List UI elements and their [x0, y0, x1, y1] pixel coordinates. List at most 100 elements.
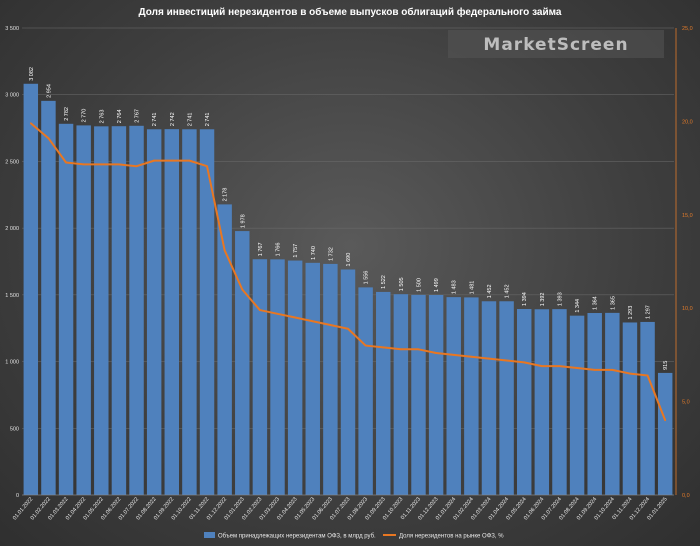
line-point — [664, 419, 667, 422]
bar — [411, 294, 426, 495]
line-point — [646, 374, 649, 377]
bar-value-label: 1 452 — [505, 284, 511, 298]
line-point — [382, 346, 385, 349]
bar — [323, 263, 338, 495]
y-left-tick: 3 000 — [5, 93, 19, 99]
line-point — [329, 324, 332, 326]
bar — [146, 129, 162, 496]
line-point — [576, 367, 578, 369]
bar — [516, 309, 532, 495]
bar — [252, 259, 268, 495]
line-point — [258, 309, 261, 311]
line-point — [470, 355, 473, 358]
y-left-tick: 500 — [10, 426, 19, 432]
bar-value-label: 1 344 — [575, 299, 581, 313]
bar-value-label: 1 392 — [540, 293, 546, 307]
y-left-tick: 2 000 — [5, 226, 19, 232]
bar — [534, 309, 550, 495]
line-point — [523, 361, 526, 364]
bar — [58, 123, 74, 496]
chart-title: Доля инвестиций нерезидентов в объеме вы… — [139, 6, 562, 18]
line-point — [611, 368, 614, 371]
bar-value-label: 1 757 — [293, 244, 299, 258]
bar — [481, 301, 497, 495]
y-left-tick: 1 500 — [5, 293, 19, 299]
line-point — [47, 137, 50, 140]
line-point — [276, 312, 279, 315]
y-right-tick: 25,0 — [682, 26, 693, 32]
y-left-tick: 3 500 — [5, 26, 19, 32]
line-point — [223, 249, 226, 252]
bar-value-label: 1 481 — [469, 281, 475, 295]
bar-value-label: 1 978 — [240, 214, 246, 228]
bar — [376, 291, 391, 495]
bar — [552, 309, 567, 495]
line-point — [540, 365, 543, 368]
line-point — [417, 348, 420, 351]
y-left-tick: 1 000 — [5, 360, 19, 366]
y-right-tick: 15,0 — [682, 213, 693, 219]
bar — [41, 100, 56, 496]
bar-value-label: 2 741 — [187, 113, 193, 127]
bar-value-label: 2 764 — [117, 109, 123, 123]
bar — [305, 262, 320, 495]
y-right-tick: 10,0 — [682, 306, 693, 312]
line-point — [294, 316, 297, 319]
line-point — [399, 348, 402, 351]
bar-value-label: 1 499 — [434, 278, 440, 292]
line-point — [629, 372, 631, 375]
bar-value-label: 1 500 — [416, 278, 422, 292]
line-point — [170, 159, 173, 162]
line-point — [311, 320, 314, 323]
bar-value-label: 915 — [663, 361, 669, 370]
data-labels: 3 082 2 954 2 782 2 770 2 763 2 764 2 767 2 741… — [29, 67, 669, 370]
line-point — [452, 354, 455, 356]
bar — [270, 259, 285, 495]
bar-value-label: 1 767 — [258, 242, 264, 256]
line-point — [206, 165, 208, 168]
bar — [622, 322, 638, 495]
line-point — [593, 368, 596, 371]
y-right-tick: 5,0 — [682, 400, 690, 406]
bar — [587, 313, 602, 495]
y-right-tick: 0,0 — [682, 493, 690, 499]
bar — [393, 294, 409, 495]
bar-value-label: 1 394 — [522, 292, 528, 306]
bar — [199, 129, 215, 496]
x-axis: 01.01.202201.02.202201.03.202201.04.2022… — [12, 494, 674, 521]
bar-value-label: 1 483 — [452, 280, 458, 294]
bar — [235, 231, 250, 495]
y-left-tick: 0 — [16, 493, 19, 499]
bar — [358, 287, 373, 495]
y-left-tick: 2 500 — [5, 159, 19, 165]
bar — [640, 321, 655, 495]
bar — [340, 269, 356, 495]
bar-value-label: 1 452 — [487, 284, 493, 298]
bar-value-label: 2 782 — [64, 107, 70, 121]
bar-value-label: 2 741 — [152, 113, 158, 127]
bar — [605, 312, 620, 495]
bar — [129, 125, 144, 495]
line-point — [347, 327, 349, 330]
bar-value-label: 1 297 — [646, 305, 652, 319]
y-axis-right: 0,0 5,0 10,0 15,0 20,0 25,0 — [675, 26, 693, 499]
y-right-tick: 20,0 — [682, 119, 693, 125]
bar-value-label: 2 741 — [205, 113, 211, 127]
line-point — [100, 163, 103, 166]
bar-value-label: 1 766 — [276, 243, 282, 257]
bar — [287, 260, 303, 495]
bar — [23, 83, 39, 496]
watermark-text: MarketScreen — [483, 35, 628, 55]
y-axis-left: 0 500 1 000 1 500 2 000 2 500 3 000 3 500 — [5, 26, 19, 499]
bar-value-label: 1 365 — [610, 296, 616, 310]
bar-value-label: 3 082 — [29, 67, 35, 81]
bar-value-label: 1 732 — [328, 247, 334, 261]
bar-value-label: 2 954 — [46, 84, 52, 98]
bar — [464, 297, 479, 495]
bar-value-label: 1 505 — [399, 277, 405, 291]
legend: Объем принадлежащих нерезидентам ОФЗ, в … — [204, 532, 504, 540]
line-point — [364, 344, 367, 347]
bar-value-label: 1 293 — [628, 306, 634, 320]
line-point — [135, 165, 138, 168]
